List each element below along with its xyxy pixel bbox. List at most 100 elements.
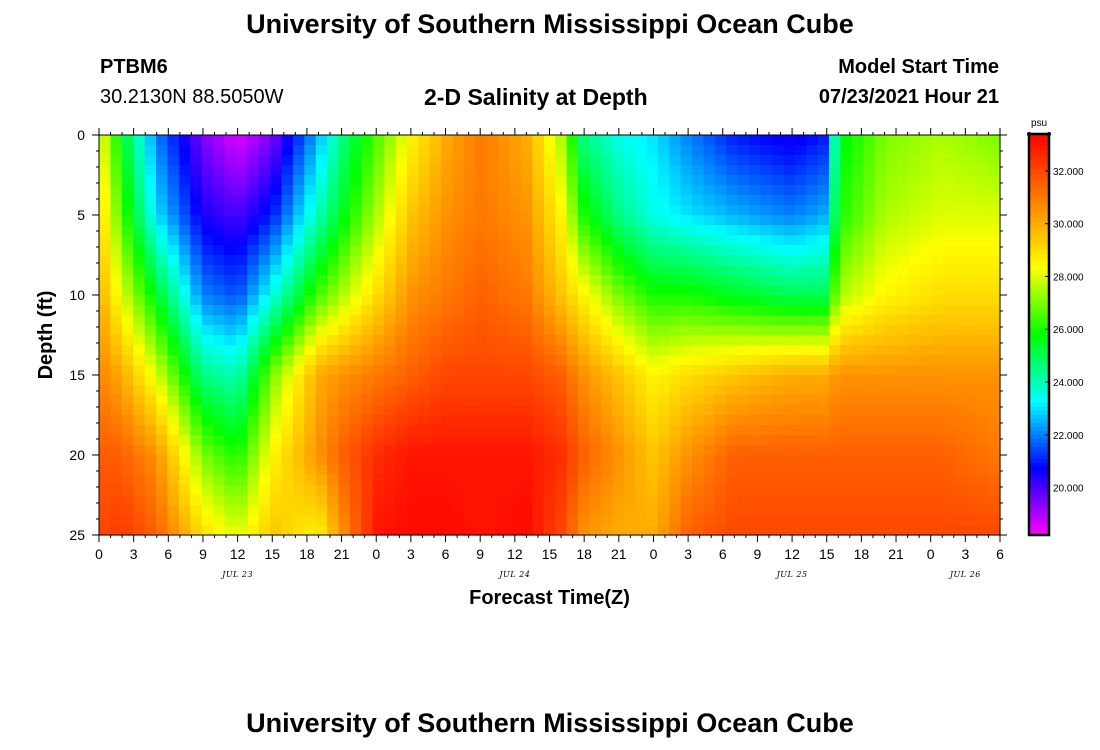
heatmap-cell (463, 135, 476, 146)
heatmap-cell (509, 435, 522, 446)
heatmap-cell (372, 355, 385, 366)
heatmap-cell (840, 325, 853, 336)
heatmap-cell (703, 385, 716, 396)
heatmap-cell (749, 495, 762, 506)
heatmap-cell (475, 135, 488, 146)
heatmap-cell (931, 475, 944, 486)
heatmap-cell (908, 305, 921, 316)
heatmap-cell (817, 365, 830, 376)
heatmap-cell (349, 155, 362, 166)
heatmap-cell (851, 285, 864, 296)
heatmap-cell (920, 445, 933, 456)
heatmap-cell (418, 185, 431, 196)
heatmap-cell (99, 265, 112, 276)
heatmap-cell (327, 495, 340, 506)
heatmap-cell (555, 235, 568, 246)
heatmap-cell (806, 305, 819, 316)
heatmap-cell (235, 335, 248, 346)
colorbar-segment (1029, 154, 1049, 159)
heatmap-cell (509, 335, 522, 346)
heatmap-cell (942, 465, 955, 476)
heatmap-cell (418, 285, 431, 296)
heatmap-cell (600, 295, 613, 306)
heatmap-cell (99, 215, 112, 226)
colorbar-segment (1029, 462, 1049, 468)
heatmap-cell (680, 485, 693, 496)
heatmap-cell (156, 415, 169, 426)
heatmap-cell (144, 465, 157, 476)
heatmap-cell (851, 175, 864, 186)
heatmap-cell (828, 235, 841, 246)
heatmap-cell (623, 505, 636, 516)
heatmap-cell (418, 265, 431, 276)
heatmap-cell (954, 505, 967, 516)
heatmap-cell (771, 315, 784, 326)
heatmap-cell (133, 255, 146, 266)
heatmap-cell (692, 335, 705, 346)
heatmap-cell (771, 335, 784, 346)
heatmap-cell (794, 375, 807, 386)
colorbar-segment (1029, 162, 1049, 167)
heatmap-cell (418, 355, 431, 366)
heatmap-cell (509, 485, 522, 496)
heatmap-cell (566, 375, 579, 386)
heatmap-cell (395, 295, 408, 306)
colorbar-segment (1029, 510, 1049, 516)
heatmap-cell (406, 525, 419, 536)
heatmap-cell (555, 515, 568, 526)
heatmap-cell (418, 435, 431, 446)
heatmap-cell (475, 175, 488, 186)
colorbar-segment (1029, 330, 1049, 336)
heatmap-cell (555, 445, 568, 456)
heatmap-cell (395, 265, 408, 276)
heatmap-cell (406, 405, 419, 416)
heatmap-cell (384, 165, 397, 176)
heatmap-cell (532, 415, 545, 426)
heatmap-cell (452, 185, 465, 196)
heatmap-cell (760, 335, 773, 346)
heatmap-cell (213, 465, 226, 476)
heatmap-cell (657, 355, 670, 366)
heatmap-cell (190, 145, 203, 156)
heatmap-cell (589, 395, 602, 406)
heatmap-cell (760, 325, 773, 336)
heatmap-cell (509, 215, 522, 226)
heatmap-cell (669, 235, 682, 246)
heatmap-cell (874, 325, 887, 336)
heatmap-cell (840, 305, 853, 316)
page-title-bottom: University of Southern Mississippi Ocean… (246, 708, 854, 738)
heatmap-cell (270, 485, 283, 496)
heatmap-cell (281, 385, 294, 396)
heatmap-cell (133, 215, 146, 226)
heatmap-cell (498, 215, 511, 226)
heatmap-cell (817, 375, 830, 386)
heatmap-cell (783, 355, 796, 366)
heatmap-cell (361, 425, 374, 436)
heatmap-cell (429, 375, 442, 386)
heatmap-cell (589, 295, 602, 306)
heatmap-cell (235, 475, 248, 486)
colorbar-segment (1029, 398, 1049, 404)
heatmap-cell (372, 325, 385, 336)
heatmap-cell (600, 405, 613, 416)
heatmap-cell (612, 455, 625, 466)
heatmap-cell (646, 385, 659, 396)
heatmap-cell (178, 405, 191, 416)
heatmap-cell (988, 495, 1001, 506)
heatmap-cell (703, 455, 716, 466)
heatmap-cell (874, 505, 887, 516)
heatmap-cell (190, 285, 203, 296)
heatmap-cell (327, 185, 340, 196)
heatmap-cell (600, 265, 613, 276)
heatmap-cell (543, 255, 556, 266)
heatmap-cell (589, 335, 602, 346)
x-tick-label: 0 (372, 546, 380, 562)
heatmap-cell (304, 435, 317, 446)
heatmap-cell (509, 365, 522, 376)
heatmap-cell (874, 395, 887, 406)
heatmap-cell (144, 325, 157, 336)
heatmap-cell (589, 485, 602, 496)
heatmap-cell (669, 135, 682, 146)
heatmap-cell (110, 405, 123, 416)
heatmap-cell (338, 315, 351, 326)
